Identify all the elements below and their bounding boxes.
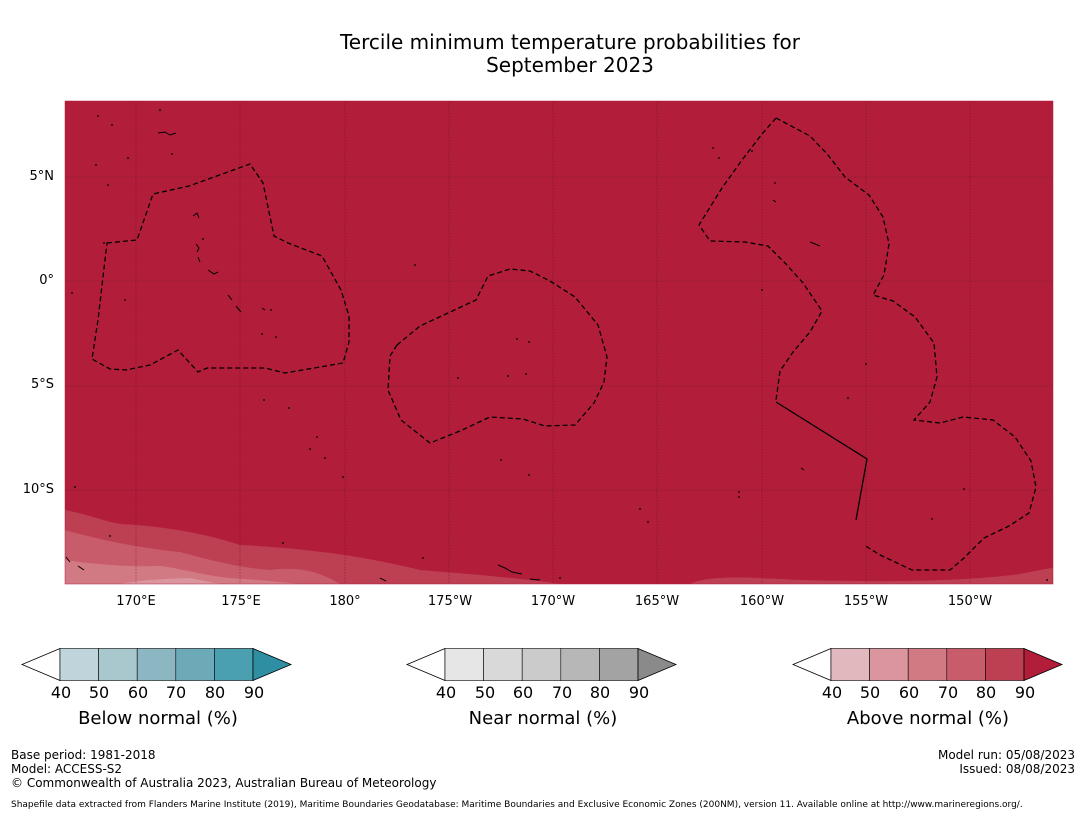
- colorbar-extend-low: [792, 648, 832, 682]
- colorbar-swatch: [599, 648, 639, 681]
- colorbar-extend-high: [637, 648, 678, 682]
- colorbar-above-normal: [792, 648, 1064, 682]
- eez-boundary-east-north: [698, 117, 823, 401]
- lat-label-10s: 10°S: [22, 482, 54, 497]
- colorbar-swatch: [946, 648, 986, 681]
- colorbar-tick: 50: [859, 683, 881, 702]
- footer-right: Model run: 05/08/2023 Issued: 08/08/2023: [938, 748, 1075, 776]
- colorbar-below-normal-label: Below normal (%): [78, 708, 238, 729]
- map-background: [65, 101, 1053, 584]
- lon-label-160w: 160°W: [739, 594, 785, 609]
- eez-boundary-east: [775, 117, 1037, 571]
- colorbar-tick: 50: [88, 683, 110, 702]
- colorbar-tick: 60: [127, 683, 149, 702]
- colorbar-tick: 70: [551, 683, 573, 702]
- colorbar-swatch: [985, 648, 1025, 681]
- colorbar-swatch: [869, 648, 909, 681]
- colorbar-swatch: [483, 648, 523, 681]
- issued-date: Issued: 08/08/2023: [959, 762, 1075, 776]
- map-title-line-1: Tercile minimum temperature probabilitie…: [339, 30, 801, 54]
- colorbar-tick: 80: [975, 683, 997, 702]
- lon-label-175w: 175°W: [427, 594, 473, 609]
- colorbar-extend-high: [1023, 648, 1064, 682]
- island-dots: [71, 109, 1048, 581]
- model-name: Model: ACCESS-S2: [11, 762, 123, 776]
- lon-label-165w: 165°W: [634, 594, 680, 609]
- colorbar-tick: 40: [435, 683, 457, 702]
- probability-band-60: [65, 560, 300, 584]
- eez-boundaries: [91, 117, 1037, 571]
- colorbar-swatch: [521, 648, 562, 681]
- eez-boundary-west: [91, 163, 350, 374]
- copyright: © Commonwealth of Australia 2023, Austra…: [11, 776, 437, 790]
- map-title-line-2: September 2023: [486, 53, 654, 77]
- footer-left: Base period: 1981-2018 Model: ACCESS-S2 …: [11, 748, 436, 790]
- lon-label-150w: 150°W: [947, 594, 993, 609]
- probability-band-50: [120, 578, 220, 584]
- colorbar-tick: 90: [243, 683, 265, 702]
- colorbar-below-normal: [21, 648, 293, 682]
- colorbar-extend-low: [406, 648, 446, 682]
- colorbar-tick: 50: [474, 683, 496, 702]
- colorbar-tick: 70: [937, 683, 959, 702]
- colorbar-swatch: [830, 648, 870, 681]
- eez-boundary-central: [387, 268, 608, 444]
- map-gridlines: [65, 101, 1053, 584]
- colorbar-swatch: [444, 648, 484, 681]
- map-title: Tercile minimum temperature probabilitie…: [0, 31, 1085, 77]
- colorbar-tick: 60: [898, 683, 920, 702]
- colorbar-tick: 70: [165, 683, 187, 702]
- colorbar-near-normal-label: Near normal (%): [468, 708, 618, 729]
- lat-label-5n: 5°N: [29, 169, 55, 184]
- colorbar-tick: 40: [50, 683, 72, 702]
- colorbar-tick: 90: [628, 683, 650, 702]
- colorbar-swatch: [907, 648, 948, 681]
- colorbar-swatch: [59, 648, 99, 681]
- colorbar-swatch: [98, 648, 138, 681]
- colorbar-extend-low: [21, 648, 61, 682]
- colorbar-tick: 90: [1014, 683, 1036, 702]
- colorbar-near-normal: [406, 648, 678, 682]
- colorbar-tick: 40: [821, 683, 843, 702]
- colorbar-extend-high: [252, 648, 293, 682]
- lat-label-5s: 5°S: [30, 377, 54, 392]
- lon-label-180: 180°: [329, 594, 361, 609]
- probability-map: [64, 100, 1054, 585]
- lon-label-175e: 175°E: [221, 594, 261, 609]
- island-coastlines: [65, 131, 821, 582]
- model-run-date: Model run: 05/08/2023: [937, 748, 1075, 762]
- colorbar-tick: 80: [204, 683, 226, 702]
- lat-label-0: 0°: [39, 273, 54, 288]
- colorbar-tick: 80: [589, 683, 611, 702]
- eez-boundary-solid: [775, 401, 868, 521]
- lon-label-155w: 155°W: [843, 594, 889, 609]
- shapefile-attribution: Shapefile data extracted from Flanders M…: [11, 800, 1023, 810]
- colorbar-above-normal-label: Above normal (%): [846, 708, 1010, 729]
- map-plot-area: [65, 101, 1053, 584]
- lon-label-170e: 170°E: [116, 594, 156, 609]
- colorbar-swatch: [136, 648, 177, 681]
- lon-label-170w: 170°W: [530, 594, 576, 609]
- base-period: Base period: 1981-2018: [11, 748, 156, 762]
- colorbar-swatch: [175, 648, 215, 681]
- colorbar-tick: 60: [512, 683, 534, 702]
- probability-band-east: [690, 568, 1053, 584]
- colorbar-swatch: [214, 648, 254, 681]
- colorbar-swatch: [560, 648, 600, 681]
